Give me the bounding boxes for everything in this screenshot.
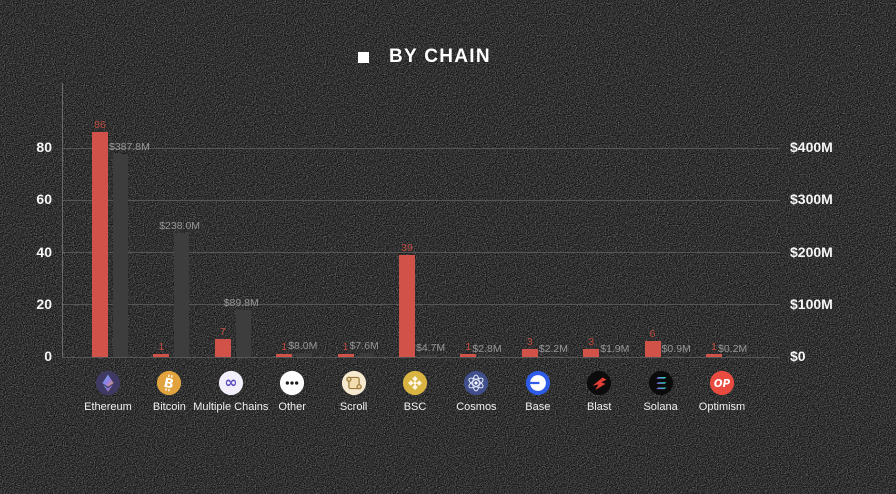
bar-count-ethereum bbox=[92, 132, 108, 357]
cosmos-icon bbox=[463, 370, 489, 396]
svg-text:∞: ∞ bbox=[224, 373, 237, 392]
bar-count-label-scroll: 1 bbox=[342, 341, 349, 354]
optimism-icon: OP bbox=[709, 370, 735, 396]
bar-amount-label-bitcoin: $238.0M bbox=[159, 219, 201, 232]
bar-amount-label-cosmos: $2.8M bbox=[472, 342, 502, 355]
bar-amount-other bbox=[297, 352, 313, 357]
category-label-bsc: BSC bbox=[403, 401, 427, 413]
gridline bbox=[62, 147, 780, 149]
y-axis-line bbox=[62, 83, 63, 357]
gridline bbox=[62, 199, 780, 201]
bar-amount-ethereum bbox=[113, 154, 128, 357]
bar-amount-multiple-chains bbox=[235, 310, 251, 357]
bar-count-bsc bbox=[399, 255, 415, 357]
bar-amount-base bbox=[542, 355, 558, 357]
bar-count-label-blast: 3 bbox=[588, 336, 595, 349]
gridline bbox=[62, 304, 780, 306]
category-label-cosmos: Cosmos bbox=[456, 401, 497, 413]
bar-count-blast bbox=[583, 349, 600, 357]
ethereum-icon bbox=[95, 370, 121, 396]
category-label-base: Base bbox=[525, 401, 551, 413]
right-axis-tick-label: $0 bbox=[790, 348, 806, 364]
bar-count-label-optimism: 1 bbox=[711, 341, 717, 354]
bar-amount-cosmos bbox=[481, 355, 497, 357]
bar-count-base bbox=[521, 349, 538, 357]
left-axis-tick-label: 60 bbox=[36, 191, 52, 208]
category-label-scroll: Scroll bbox=[339, 401, 368, 413]
chart-title: BY CHAIN bbox=[358, 46, 491, 68]
bar-amount-label-scroll: $7.6M bbox=[349, 340, 379, 353]
bar-count-label-multiple-chains: 7 bbox=[219, 325, 226, 338]
bar-count-label-cosmos: 1 bbox=[465, 341, 472, 354]
bar-count-label-solana: 6 bbox=[649, 328, 656, 341]
category-label-blast: Blast bbox=[586, 401, 612, 413]
left-axis-tick-label: 20 bbox=[36, 295, 52, 312]
bar-amount-blast bbox=[604, 356, 620, 357]
bsc-icon bbox=[402, 370, 428, 396]
left-axis-tick-label: 40 bbox=[36, 243, 52, 260]
category-label-ethereum: Ethereum bbox=[84, 401, 132, 413]
bar-amount-optimism bbox=[727, 356, 742, 357]
gridline bbox=[62, 252, 780, 253]
left-axis-tick-label: 80 bbox=[36, 139, 52, 155]
bar-amount-label-optimism: $0.2M bbox=[718, 343, 748, 355]
bar-count-label-bitcoin: 1 bbox=[158, 341, 165, 354]
bar-amount-label-multiple-chains: $89.8M bbox=[223, 297, 259, 310]
other-icon bbox=[279, 370, 305, 396]
category-label-other: Other bbox=[278, 401, 306, 413]
bar-amount-bsc bbox=[420, 354, 435, 357]
multiple-chains-icon: ∞ bbox=[218, 370, 244, 396]
bar-amount-label-bsc: $4.7M bbox=[416, 341, 446, 354]
right-axis-tick-label: $300M bbox=[790, 191, 833, 208]
bar-count-bitcoin bbox=[153, 354, 170, 357]
scroll-icon bbox=[341, 370, 367, 396]
category-label-multiple-chains: Multiple Chains bbox=[193, 401, 269, 413]
right-axis-tick-label: $400M bbox=[790, 139, 833, 155]
bar-amount-scroll bbox=[358, 353, 374, 357]
bitcoin-icon: B bbox=[156, 370, 182, 396]
chart-title-text: BY CHAIN bbox=[389, 46, 491, 67]
bar-count-multiple-chains bbox=[214, 338, 231, 357]
bar-count-label-base: 3 bbox=[526, 336, 533, 349]
bar-count-label-other: 1 bbox=[281, 341, 288, 354]
bar-amount-label-base: $2.2M bbox=[538, 342, 568, 355]
category-label-optimism: Optimism bbox=[698, 401, 746, 413]
right-axis-tick-label: $100M bbox=[790, 295, 833, 312]
svg-text:OP: OP bbox=[714, 379, 731, 390]
left-axis-tick-label: 0 bbox=[44, 348, 52, 364]
bar-count-label-ethereum: 86 bbox=[94, 119, 106, 132]
bar-count-scroll bbox=[337, 354, 354, 357]
base-icon bbox=[525, 370, 551, 396]
category-label-solana: Solana bbox=[643, 401, 678, 413]
bar-count-other bbox=[276, 354, 293, 357]
bar-amount-label-solana: $0.9M bbox=[661, 343, 691, 355]
title-square-bullet-icon bbox=[358, 51, 369, 63]
bar-count-solana bbox=[644, 341, 661, 357]
category-label-bitcoin: Bitcoin bbox=[152, 401, 186, 413]
solana-icon bbox=[648, 370, 674, 396]
bar-amount-bitcoin bbox=[174, 232, 190, 357]
bar-count-optimism bbox=[706, 354, 722, 357]
bar-amount-label-other: $8.0M bbox=[288, 339, 318, 352]
right-axis-tick-label: $200M bbox=[790, 243, 833, 260]
bar-count-label-bsc: 39 bbox=[401, 242, 413, 255]
bar-amount-label-ethereum: $387.8M bbox=[109, 141, 150, 154]
bar-amount-solana bbox=[665, 356, 681, 357]
bar-amount-label-blast: $1.9M bbox=[600, 343, 630, 355]
blast-icon bbox=[586, 370, 612, 396]
gridline bbox=[62, 356, 780, 358]
bar-count-cosmos bbox=[460, 354, 477, 357]
svg-text:B: B bbox=[163, 376, 176, 393]
